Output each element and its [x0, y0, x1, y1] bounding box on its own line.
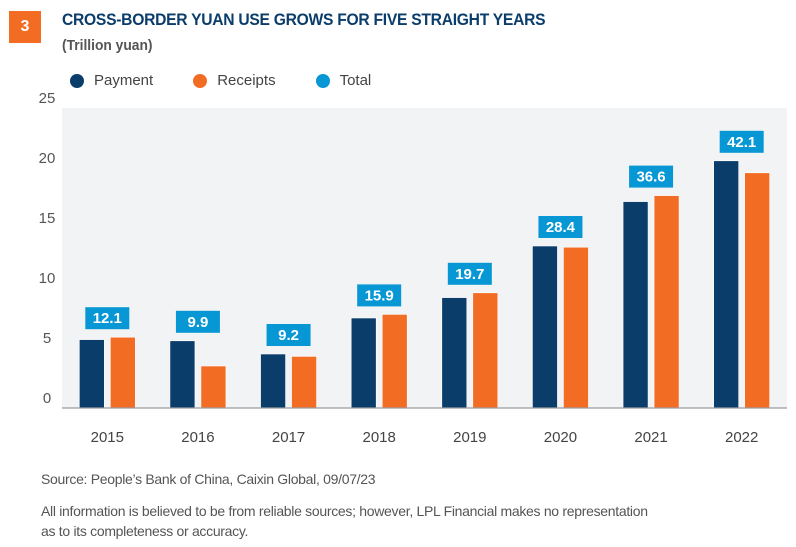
y-tick-label: 5 [43, 330, 51, 347]
bar-receipts-2021 [653, 195, 680, 409]
y-tick-label: 10 [39, 270, 56, 287]
bar-payment-2022 [713, 160, 739, 409]
total-label-box-2016 [175, 310, 220, 333]
chart-subtitle: (Trillion yuan) [62, 37, 153, 54]
source-note: Source: People’s Bank of China, Caixin G… [41, 471, 376, 487]
legend-label: Total [339, 72, 372, 89]
y-tick-label: 0 [43, 390, 51, 407]
total-label-box-2018 [357, 284, 402, 307]
bar-receipts-2016 [200, 365, 227, 409]
x-tick-label: 2015 [91, 429, 124, 446]
legend-dot-icon [193, 73, 208, 88]
total-label-box-2015 [85, 307, 130, 330]
bar-receipts-2015 [110, 336, 136, 409]
bar-payment-2021 [622, 201, 649, 409]
y-tick-label: 20 [39, 150, 56, 167]
bar-payment-2015 [79, 339, 105, 409]
bar-payment-2020 [532, 245, 558, 409]
total-label-2022: 42.1 [727, 134, 756, 151]
total-label-2017: 9.2 [278, 327, 299, 344]
bar-receipts-2017 [291, 356, 317, 409]
legend-item-receipts: Receipts [193, 72, 276, 89]
x-tick-label: 2022 [725, 429, 758, 446]
legend-item-payment: Payment [70, 72, 153, 89]
total-label-2016: 9.9 [188, 314, 209, 331]
legend: Payment Receipts Total [70, 72, 399, 89]
total-label-2021: 36.6 [636, 169, 665, 186]
total-label-box-2020 [538, 216, 583, 238]
legend-item-total: Total [315, 72, 372, 89]
disclaimer-line-2: as to its completeness or accuracy. [41, 523, 249, 539]
y-tick-label: 25 [39, 90, 56, 107]
chart-title: CROSS-BORDER YUAN USE GROWS FOR FIVE STR… [62, 10, 546, 29]
x-tick-label: 2020 [544, 429, 577, 446]
x-tick-label: 2021 [634, 429, 667, 446]
x-tick-label: 2017 [272, 429, 305, 446]
total-label-2018: 15.9 [365, 287, 394, 304]
bar-chart: 0 5 10 15 20 25 12.1 2015 9.9 2016 9.2 2017 15.9 2018… [39, 90, 787, 446]
y-tick-label: 15 [39, 210, 56, 227]
legend-label: Receipts [217, 72, 276, 89]
bar-receipts-2019 [472, 292, 499, 409]
bar-receipts-2022 [744, 172, 770, 409]
total-label-box-2019 [447, 262, 492, 285]
bar-payment-2017 [260, 353, 286, 409]
bar-receipts-2020 [563, 246, 589, 409]
x-tick-label: 2016 [181, 429, 214, 446]
total-label-2020: 28.4 [546, 219, 576, 236]
total-label-box-2017 [266, 324, 311, 346]
bar-receipts-2018 [381, 314, 408, 409]
legend-label: Payment [94, 72, 154, 89]
total-label-box-2022 [719, 130, 764, 153]
x-tick-label: 2019 [453, 429, 486, 446]
bar-payment-2018 [350, 317, 377, 409]
bar-payment-2016 [169, 340, 196, 409]
total-label-2015: 12.1 [93, 310, 122, 327]
x-tick-label: 2018 [363, 429, 396, 446]
total-label-box-2021 [629, 165, 674, 188]
figure-number-badge: 3 [9, 11, 41, 43]
legend-dot-icon [315, 73, 330, 88]
total-label-2019: 19.7 [455, 266, 484, 283]
bar-payment-2019 [441, 297, 468, 409]
legend-dot-icon [70, 73, 84, 88]
disclaimer-line-1: All information is believed to be from r… [41, 503, 648, 519]
